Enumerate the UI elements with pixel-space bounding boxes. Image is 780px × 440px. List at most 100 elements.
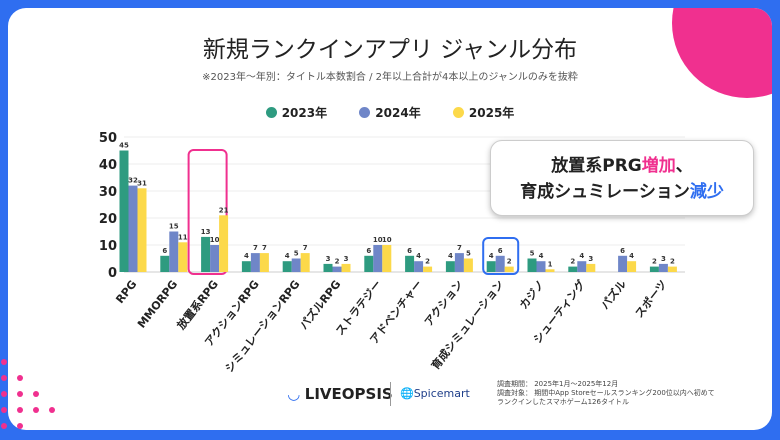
bar — [160, 255, 170, 272]
y-tick-label: 50 — [99, 131, 117, 146]
highlight-box-blue — [482, 237, 520, 275]
data-label: 15 — [169, 223, 179, 231]
x-tick-label: 放置系RPG — [173, 277, 221, 333]
data-label: 2 — [652, 258, 657, 266]
bar — [495, 255, 505, 272]
bar — [527, 258, 537, 272]
bar — [137, 188, 147, 272]
bar — [259, 253, 269, 272]
bar — [128, 185, 138, 272]
bar — [658, 263, 668, 272]
data-label: 3 — [661, 255, 666, 263]
data-label: 7 — [303, 244, 308, 252]
legend-2023: 2023年 — [265, 106, 327, 120]
data-label: 10 — [382, 236, 392, 244]
x-tick-label: RPG — [113, 278, 139, 306]
bar — [454, 253, 464, 272]
bar — [423, 266, 433, 272]
data-label: 1 — [548, 260, 553, 268]
legend: 2023年 2024年 2025年 — [0, 104, 780, 121]
data-label: 4 — [539, 252, 544, 260]
data-label: 2 — [670, 258, 675, 266]
data-label: 6 — [620, 247, 625, 255]
bar — [373, 245, 383, 272]
bar — [382, 245, 392, 272]
bar — [341, 263, 351, 272]
x-tick-label: パズル — [598, 277, 629, 312]
data-label: 5 — [466, 250, 471, 258]
y-tick-label: 40 — [99, 158, 117, 173]
bar — [627, 261, 637, 272]
y-tick-label: 10 — [99, 239, 117, 254]
x-tick-label: MMORPG — [135, 278, 180, 331]
bar — [169, 231, 179, 272]
bar — [545, 269, 555, 272]
bar — [250, 253, 260, 272]
x-tick-label: カジノ — [517, 278, 547, 312]
data-label: 7 — [262, 244, 267, 252]
data-label: 6 — [366, 247, 371, 255]
bar — [405, 255, 415, 272]
legend-2024: 2024年 — [359, 106, 421, 120]
bar — [241, 261, 251, 272]
data-label: 2 — [425, 258, 430, 266]
data-label: 13 — [201, 228, 211, 236]
data-label: 4 — [416, 252, 421, 260]
data-label: 2 — [335, 258, 340, 266]
chart-subtitle: ※2023年〜年別：タイトル本数割合 / 2年以上合計が4本以上のジャンルのみを… — [202, 72, 578, 83]
bar — [486, 261, 496, 272]
spicemart-logo: 🌐Spicemart — [400, 387, 470, 400]
bar — [504, 266, 514, 272]
bar — [323, 263, 333, 272]
data-label: 5 — [530, 250, 535, 258]
x-tick-label: スポーツ — [632, 277, 670, 320]
y-tick-label: 30 — [99, 185, 117, 200]
bar — [291, 258, 301, 272]
data-label: 10 — [210, 236, 220, 244]
data-label: 3 — [326, 255, 331, 263]
data-label: 3 — [344, 255, 349, 263]
highlight-box-pink — [187, 149, 228, 275]
data-label: 11 — [178, 233, 188, 241]
bar — [618, 255, 628, 272]
y-tick-label: 20 — [99, 212, 117, 227]
bar — [201, 236, 211, 272]
bar — [364, 255, 374, 272]
bar — [219, 215, 229, 272]
y-tick-label: 0 — [108, 266, 117, 281]
data-label: 7 — [253, 244, 258, 252]
data-label: 31 — [137, 179, 147, 187]
bar — [178, 242, 188, 272]
data-label: 32 — [128, 177, 138, 185]
data-label: 4 — [448, 252, 453, 260]
data-label: 3 — [588, 255, 593, 263]
data-label: 4 — [489, 252, 494, 260]
data-label: 4 — [579, 252, 584, 260]
x-tick-label: 育成シミュレーション — [428, 277, 506, 372]
bar — [282, 261, 292, 272]
legend-2025: 2025年 — [452, 106, 514, 120]
data-label: 6 — [407, 247, 412, 255]
data-label: 10 — [373, 236, 383, 244]
bar — [586, 263, 596, 272]
x-tick-label: シミュレーションRPG — [223, 278, 303, 375]
data-label: 21 — [219, 206, 229, 214]
data-label: 4 — [285, 252, 290, 260]
data-label: 7 — [457, 244, 462, 252]
x-tick-label: パズルRPG — [296, 277, 343, 332]
bar — [445, 261, 455, 272]
data-label: 4 — [244, 252, 249, 260]
decor-dots — [1, 359, 55, 429]
data-label: 6 — [498, 247, 503, 255]
data-label: 45 — [119, 142, 129, 150]
bar — [667, 266, 677, 272]
callout-box: 放置系PRG増加、 育成シュミレーション減少 — [490, 140, 754, 216]
divider — [390, 382, 391, 406]
bar — [577, 261, 587, 272]
data-label: 5 — [294, 250, 299, 258]
bar — [210, 245, 220, 272]
liveopsis-logo: ◡ LIVEOPSIS — [288, 385, 393, 403]
bar — [568, 266, 578, 272]
data-label: 2 — [570, 258, 575, 266]
